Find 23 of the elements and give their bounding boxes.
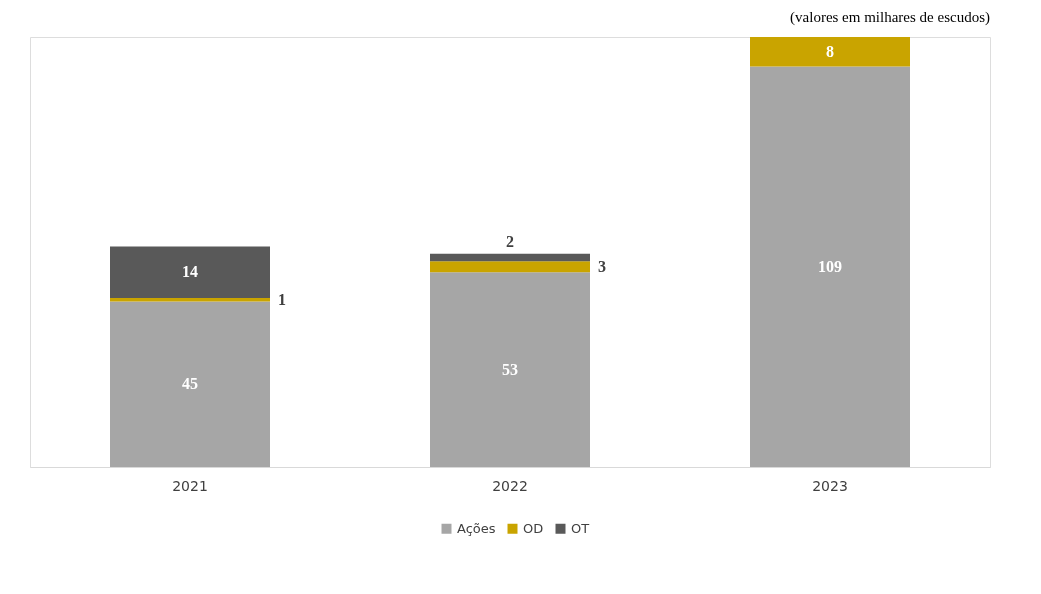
legend-label: Ações — [457, 520, 496, 536]
legend-label: OT — [571, 520, 590, 536]
data-label: 1 — [278, 290, 286, 308]
bar — [750, 37, 910, 67]
bar — [750, 66, 910, 467]
bar — [110, 246, 270, 298]
legend-label: OD — [523, 520, 544, 536]
data-label: 53 — [502, 360, 518, 378]
bar — [110, 301, 270, 467]
bar — [110, 297, 270, 302]
bar — [430, 253, 590, 262]
x-tick-label: 2023 — [812, 477, 848, 494]
data-label: 8 — [826, 42, 834, 60]
bar — [430, 261, 590, 273]
x-tick-label: 2022 — [492, 477, 528, 494]
data-label: 109 — [818, 257, 842, 275]
data-label: 45 — [182, 375, 198, 393]
bar — [430, 272, 590, 467]
data-label: 3 — [598, 257, 606, 275]
x-tick-label: 2021 — [172, 477, 208, 494]
data-label: 2 — [506, 232, 514, 250]
data-label: 14 — [182, 263, 198, 281]
text: (valores em milhares de escudos) — [790, 9, 990, 26]
